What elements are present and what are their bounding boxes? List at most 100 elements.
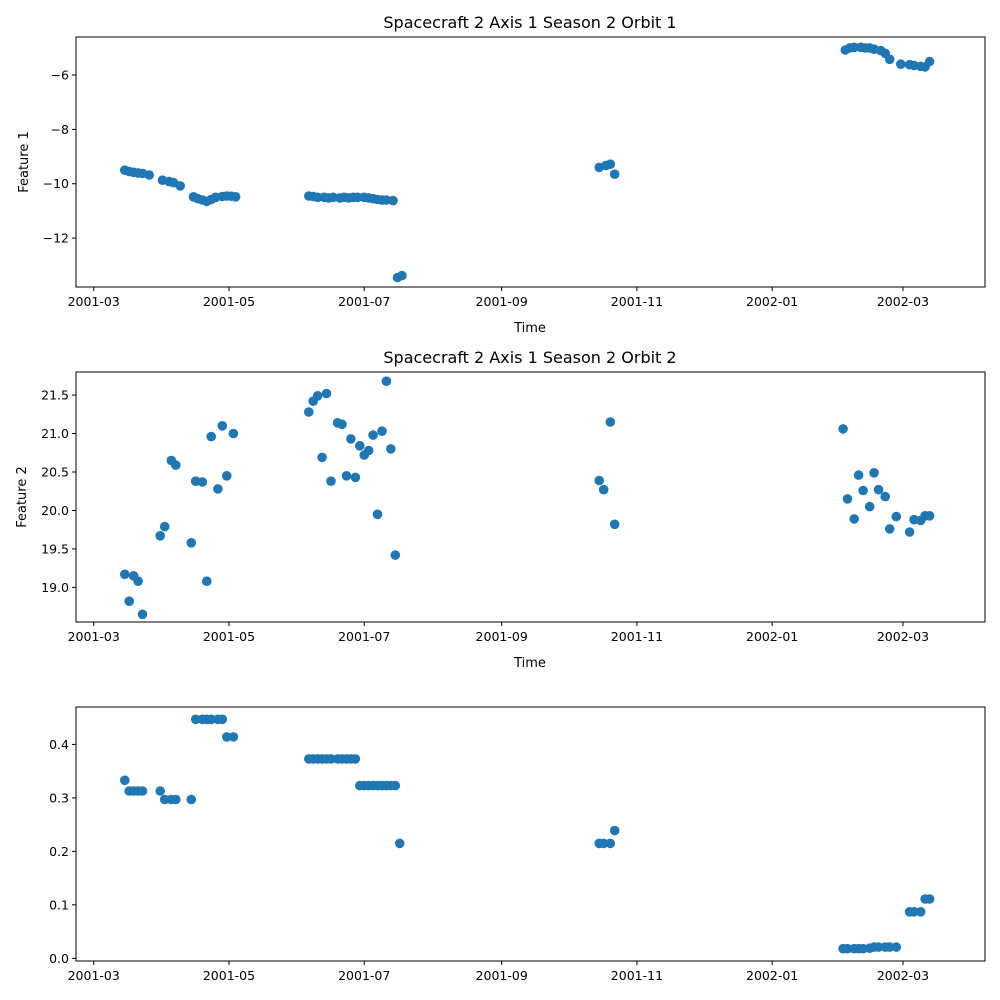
data-point: [120, 569, 130, 580]
data-point: [350, 754, 361, 764]
x-tick-label: 2002-03: [877, 294, 929, 309]
panel-2-title: Spacecraft 2 Axis 1 Season 2 Orbit 2: [383, 348, 676, 367]
x-tick-label: 2001-03: [68, 294, 120, 309]
data-point: [341, 471, 352, 481]
data-point: [159, 794, 170, 805]
data-point: [873, 942, 884, 952]
data-point: [873, 484, 884, 495]
data-point: [609, 519, 620, 530]
data-point: [350, 472, 361, 483]
data-point: [363, 445, 374, 456]
panel-1-x-ticks: 2001-03 2001-05 2001-07 2001-09 2001-11 2002-…: [68, 287, 929, 309]
data-point: [186, 794, 197, 805]
data-point: [355, 441, 365, 451]
x-tick-label: 2001-11: [611, 968, 663, 983]
panel-1-y-ticks: −12 −10 −8 −6: [43, 68, 76, 246]
x-tick-label: 2001-03: [68, 629, 120, 644]
data-point: [206, 431, 216, 442]
data-point: [312, 391, 323, 401]
data-point: [853, 470, 864, 480]
x-tick-label: 2001-09: [476, 968, 528, 983]
data-point: [609, 825, 620, 836]
data-point: [372, 509, 383, 520]
data-point: [202, 576, 212, 586]
x-tick-label: 2001-09: [476, 294, 528, 309]
x-tick-label: 2001-05: [203, 629, 255, 644]
data-point: [137, 609, 148, 620]
data-point: [155, 531, 165, 541]
y-tick-label: 21.0: [41, 426, 69, 441]
data-point: [337, 419, 347, 430]
x-tick-label: 2001-07: [338, 968, 390, 983]
data-point: [155, 786, 165, 796]
data-point: [605, 417, 616, 427]
x-tick-label: 2001-07: [338, 294, 390, 309]
data-point: [213, 484, 223, 494]
data-point: [381, 376, 392, 387]
y-tick-label: 0.4: [49, 737, 69, 752]
data-point: [838, 424, 848, 434]
x-tick-label: 2001-09: [476, 629, 528, 644]
data-point: [390, 550, 401, 560]
data-point: [217, 421, 228, 431]
x-tick-label: 2001-05: [203, 294, 255, 309]
data-point: [849, 42, 859, 53]
data-point: [312, 192, 323, 203]
data-point: [864, 501, 875, 512]
data-point: [884, 54, 895, 65]
panel-2-axes-frame: [75, 371, 986, 623]
data-point: [206, 714, 216, 725]
y-tick-label: 19.0: [41, 580, 69, 595]
data-point: [326, 754, 336, 764]
data-point: [228, 732, 239, 742]
y-tick-label: −6: [51, 68, 69, 83]
data-point: [842, 494, 853, 504]
data-point: [190, 714, 201, 725]
data-point: [598, 484, 609, 495]
panel-1-x-axis-label: Time: [513, 321, 546, 336]
data-point: [891, 511, 902, 522]
data-point: [159, 521, 170, 532]
data-point: [598, 838, 609, 849]
data-point: [222, 471, 232, 481]
panel-2-y-axis-label: Feature 2: [15, 466, 30, 528]
data-point: [304, 407, 314, 417]
y-tick-label: 0.0: [49, 951, 69, 966]
y-tick-label: 19.5: [41, 541, 69, 556]
x-tick-label: 2001-11: [611, 294, 663, 309]
panel-1-axes-frame: [75, 36, 986, 288]
data-point: [230, 192, 241, 202]
x-tick-label: 2002-01: [746, 968, 798, 983]
data-point: [197, 477, 208, 487]
y-tick-label: −8: [51, 122, 69, 137]
data-point: [377, 426, 387, 437]
y-tick-label: −12: [43, 231, 69, 246]
x-tick-label: 2001-07: [338, 629, 390, 644]
data-point: [594, 475, 604, 486]
x-tick-label: 2002-01: [746, 294, 798, 309]
data-point: [896, 59, 906, 69]
data-point: [915, 907, 926, 917]
panel-1: Spacecraft 2 Axis 1 Season 2 Orbit 1 200…: [17, 13, 986, 336]
data-point: [884, 524, 895, 534]
data-point: [924, 511, 935, 521]
x-tick-label: 2002-03: [877, 968, 929, 983]
panel-2-points: [120, 376, 935, 620]
data-point: [909, 907, 919, 917]
panel-3: 2001-03 2001-05 2001-07 2001-09 2001-11 2002-…: [49, 706, 986, 983]
data-point: [346, 434, 356, 444]
data-point: [175, 181, 185, 191]
panel-1-title: Spacecraft 2 Axis 1 Season 2 Orbit 1: [383, 13, 676, 32]
data-point: [144, 170, 154, 180]
x-tick-label: 2001-03: [68, 968, 120, 983]
data-point: [605, 838, 616, 849]
panel-3-points: [120, 714, 935, 954]
y-tick-label: 0.1: [49, 897, 69, 912]
data-point: [137, 786, 148, 796]
data-point: [124, 596, 134, 606]
data-point: [891, 942, 902, 952]
data-point: [390, 780, 401, 791]
data-point: [842, 943, 853, 954]
